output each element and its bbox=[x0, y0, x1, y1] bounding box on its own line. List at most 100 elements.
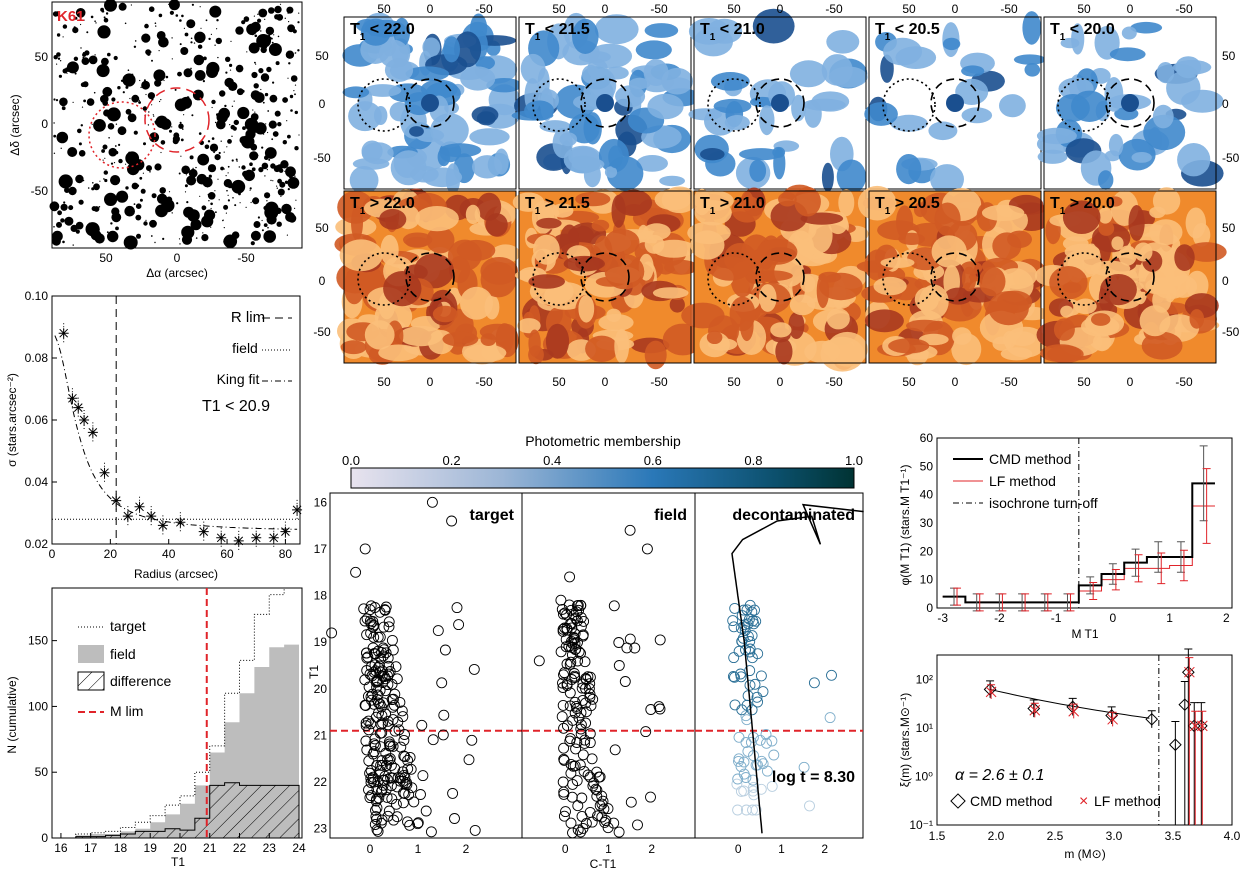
star bbox=[82, 52, 85, 55]
star bbox=[223, 179, 233, 188]
star bbox=[231, 179, 246, 194]
star bbox=[133, 159, 137, 164]
cmd-errorbar bbox=[1180, 681, 1189, 825]
cmd-star bbox=[571, 737, 583, 748]
star bbox=[258, 167, 264, 173]
star bbox=[113, 55, 118, 61]
density-contour bbox=[693, 27, 734, 57]
density-contour bbox=[581, 65, 600, 84]
cluster-region-circle bbox=[755, 252, 805, 302]
density-map-title: T1 > 21.0 bbox=[700, 195, 765, 217]
star bbox=[168, 3, 170, 5]
star bbox=[77, 128, 82, 134]
cmd-star bbox=[575, 600, 587, 611]
density-contour bbox=[1185, 207, 1207, 239]
star bbox=[147, 92, 155, 100]
star bbox=[218, 199, 220, 201]
star bbox=[163, 79, 165, 82]
star bbox=[62, 36, 64, 38]
cmd-star bbox=[358, 603, 370, 615]
star bbox=[211, 137, 215, 140]
density-map-title-sub: 1 bbox=[885, 206, 891, 217]
star bbox=[133, 203, 136, 206]
star bbox=[292, 29, 297, 34]
cmd-star bbox=[369, 740, 381, 751]
star bbox=[286, 120, 288, 122]
star bbox=[230, 124, 236, 130]
cmd-star bbox=[751, 691, 763, 703]
density-map-title-cut: < 20.0 bbox=[1065, 21, 1114, 38]
star bbox=[174, 88, 177, 91]
star bbox=[78, 142, 82, 146]
lf-errorbar bbox=[1179, 549, 1188, 582]
density-contour bbox=[661, 67, 693, 95]
density-map-title-sub: 1 bbox=[535, 32, 541, 43]
star bbox=[287, 77, 289, 79]
phi-legend-cmd: CMD method bbox=[989, 451, 1071, 467]
density-contour bbox=[1150, 267, 1191, 299]
density-contour bbox=[955, 78, 989, 105]
density-xtick-top: 0 bbox=[952, 2, 959, 16]
cmd-star bbox=[373, 707, 384, 719]
star bbox=[262, 101, 265, 104]
density-contour bbox=[524, 100, 555, 121]
star bbox=[188, 168, 198, 178]
star bbox=[80, 82, 86, 87]
star bbox=[64, 189, 66, 191]
cmd-star bbox=[376, 727, 388, 739]
density-xtick: 0 bbox=[427, 375, 434, 389]
field-region-circle bbox=[532, 252, 586, 306]
density-map-title: T1 < 20.0 bbox=[1050, 21, 1115, 43]
cmd-star bbox=[366, 670, 378, 682]
cmd-xtick: 1 bbox=[778, 842, 785, 856]
cmd-star bbox=[729, 671, 740, 683]
star bbox=[204, 144, 210, 150]
mf-legend-cmd-marker bbox=[950, 793, 966, 809]
cmd-star bbox=[368, 746, 380, 758]
density-contour bbox=[545, 323, 570, 359]
cluster-region-circle bbox=[755, 78, 805, 128]
cmd-star bbox=[625, 796, 637, 808]
star bbox=[280, 195, 282, 197]
star bbox=[216, 19, 219, 22]
star bbox=[186, 201, 189, 204]
star bbox=[179, 243, 181, 245]
density-contour bbox=[1013, 54, 1046, 65]
star bbox=[158, 36, 169, 48]
cmd-panel-title: field bbox=[654, 507, 687, 524]
density-contour bbox=[480, 333, 497, 346]
star bbox=[114, 145, 117, 147]
cmd-star bbox=[390, 661, 402, 673]
star bbox=[103, 11, 105, 13]
star bbox=[156, 193, 168, 204]
star bbox=[268, 120, 277, 129]
star bbox=[141, 33, 151, 43]
density-contour bbox=[791, 94, 806, 122]
cmd-star bbox=[376, 759, 388, 771]
density-contour bbox=[517, 318, 541, 334]
density-ytick-left: 50 bbox=[315, 49, 329, 63]
cmd-star bbox=[580, 672, 592, 684]
cmd-star bbox=[556, 711, 568, 723]
lf-point bbox=[1068, 705, 1080, 717]
cmd-star bbox=[613, 826, 625, 838]
star bbox=[53, 152, 56, 154]
density-contour bbox=[361, 140, 383, 162]
cmd-star bbox=[397, 766, 409, 778]
star bbox=[92, 182, 94, 184]
mf-ytick: 10² bbox=[916, 672, 933, 686]
density-contour bbox=[608, 145, 623, 169]
cmd-star bbox=[387, 772, 399, 784]
density-contour bbox=[789, 294, 816, 316]
cmd-ytick: 17 bbox=[314, 542, 328, 556]
star bbox=[180, 155, 182, 157]
star bbox=[186, 19, 196, 29]
profile-point bbox=[175, 517, 186, 528]
cmd-star bbox=[416, 719, 428, 731]
cmd-star bbox=[376, 755, 388, 767]
star bbox=[158, 13, 163, 18]
star bbox=[59, 60, 62, 62]
lf-point bbox=[1029, 704, 1041, 716]
density-contour bbox=[598, 314, 634, 332]
radial-profile-panel: 0 20 40 60 80 0.02 0.04 0.06 0.08 0.10 R lim fiel… bbox=[5, 289, 303, 581]
